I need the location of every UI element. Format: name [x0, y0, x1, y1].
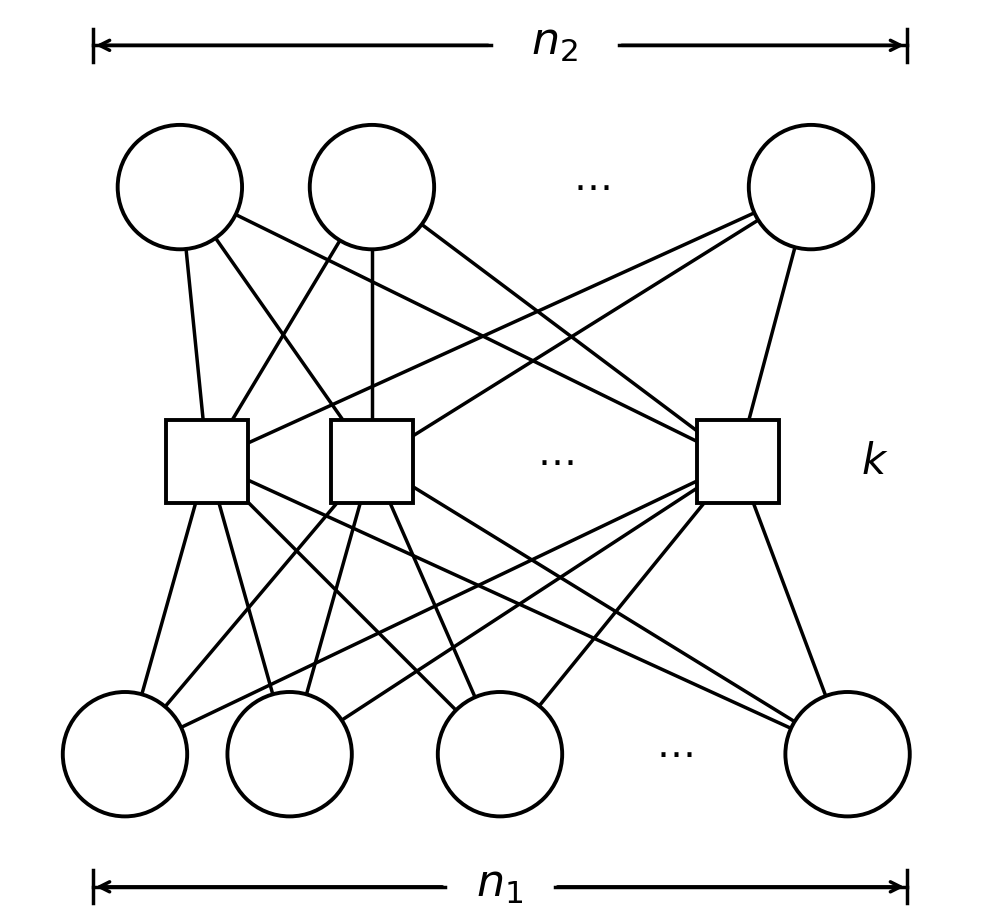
- Bar: [697, 420, 779, 503]
- Text: $k$: $k$: [861, 440, 889, 483]
- Text: $n_1$: $n_1$: [476, 862, 524, 905]
- Circle shape: [749, 125, 873, 249]
- Circle shape: [63, 692, 187, 816]
- Text: $\cdots$: $\cdots$: [573, 168, 610, 206]
- Text: $n_2$: $n_2$: [531, 21, 578, 65]
- Bar: [166, 420, 248, 503]
- Text: $\cdots$: $\cdots$: [537, 442, 573, 481]
- Bar: [331, 420, 413, 503]
- Circle shape: [438, 692, 562, 816]
- Text: $\cdots$: $\cdots$: [656, 736, 692, 773]
- Circle shape: [785, 692, 910, 816]
- Circle shape: [227, 692, 352, 816]
- Circle shape: [310, 125, 434, 249]
- Circle shape: [118, 125, 242, 249]
